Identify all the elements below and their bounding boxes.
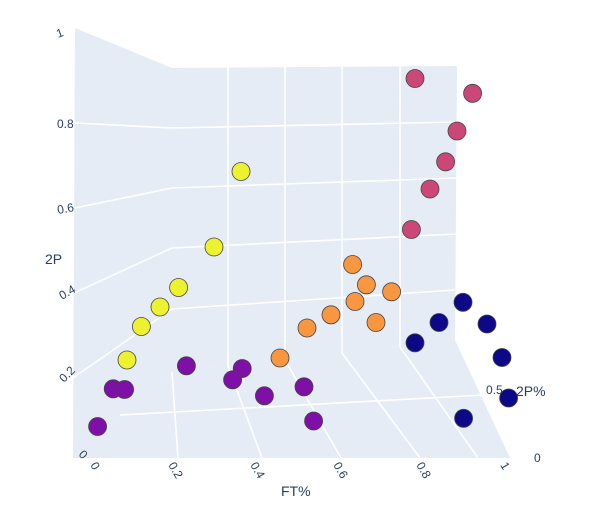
y-tick-0.5: 0.5 <box>486 383 503 397</box>
data-point-navy-25[interactable] <box>453 292 473 312</box>
data-point-pink-28[interactable] <box>401 220 421 239</box>
data-point-pink-35[interactable] <box>463 83 483 103</box>
data-point-yellow-5[interactable] <box>131 317 151 336</box>
y-axis-title: 2P% <box>516 383 546 399</box>
data-point-purple-4[interactable] <box>115 380 134 399</box>
data-point-navy-22[interactable] <box>492 348 512 367</box>
data-point-navy-29[interactable] <box>477 314 497 334</box>
points-layer <box>88 69 519 436</box>
data-point-pink-34[interactable] <box>447 121 467 141</box>
x-tick-1: 1 <box>497 460 513 473</box>
data-point-pink-33[interactable] <box>405 69 425 88</box>
data-point-navy-21[interactable] <box>429 313 449 332</box>
data-point-purple-9[interactable] <box>176 356 196 376</box>
data-point-orange-24[interactable] <box>382 282 402 302</box>
floor-pane <box>73 340 510 458</box>
data-point-navy-15[interactable] <box>499 388 519 408</box>
data-point-purple-3[interactable] <box>254 386 274 406</box>
y-tick-0: 0 <box>534 451 541 465</box>
data-point-yellow-30[interactable] <box>231 162 251 181</box>
data-point-purple-10[interactable] <box>223 370 243 390</box>
z-tick-0.8: 0.8 <box>57 117 74 131</box>
data-point-orange-23[interactable] <box>356 275 376 295</box>
left-pane <box>73 28 172 458</box>
data-point-navy-17[interactable] <box>405 333 425 353</box>
x-tick-0.6: 0.6 <box>330 460 351 482</box>
z-axis-title: 2P <box>45 251 62 267</box>
data-point-yellow-1[interactable] <box>117 350 137 370</box>
x-axis-ticks: 0 0.2 0.4 0.6 0.8 1 <box>87 460 513 482</box>
data-point-purple-0[interactable] <box>88 417 107 436</box>
data-point-purple-11[interactable] <box>294 377 314 397</box>
data-point-orange-27[interactable] <box>343 255 363 274</box>
z-tick-0.6: 0.6 <box>56 200 75 217</box>
data-point-yellow-26[interactable] <box>204 237 224 257</box>
y-axis-ticks: 0.5 0 <box>486 383 541 465</box>
data-point-pink-31[interactable] <box>420 179 440 199</box>
data-point-purple-8[interactable] <box>304 411 324 431</box>
x-tick-0.4: 0.4 <box>247 460 268 482</box>
x-tick-0.8: 0.8 <box>413 460 434 482</box>
grid-lines <box>72 66 485 459</box>
x-axis-title: FT% <box>281 483 311 499</box>
scene-panes <box>73 28 510 458</box>
z-tick-1: 1 <box>54 25 65 41</box>
x-tick-0: 0 <box>87 460 103 473</box>
data-point-yellow-18[interactable] <box>169 278 189 297</box>
x-tick-0.2: 0.2 <box>165 460 186 482</box>
data-point-orange-7[interactable] <box>270 348 290 368</box>
data-point-orange-14[interactable] <box>297 318 317 338</box>
data-point-pink-32[interactable] <box>436 152 456 172</box>
data-point-orange-16[interactable] <box>321 305 341 325</box>
data-point-yellow-13[interactable] <box>150 297 170 317</box>
data-point-navy-12[interactable] <box>454 408 474 428</box>
data-point-orange-19[interactable] <box>345 292 365 311</box>
data-point-orange-20[interactable] <box>366 313 386 332</box>
